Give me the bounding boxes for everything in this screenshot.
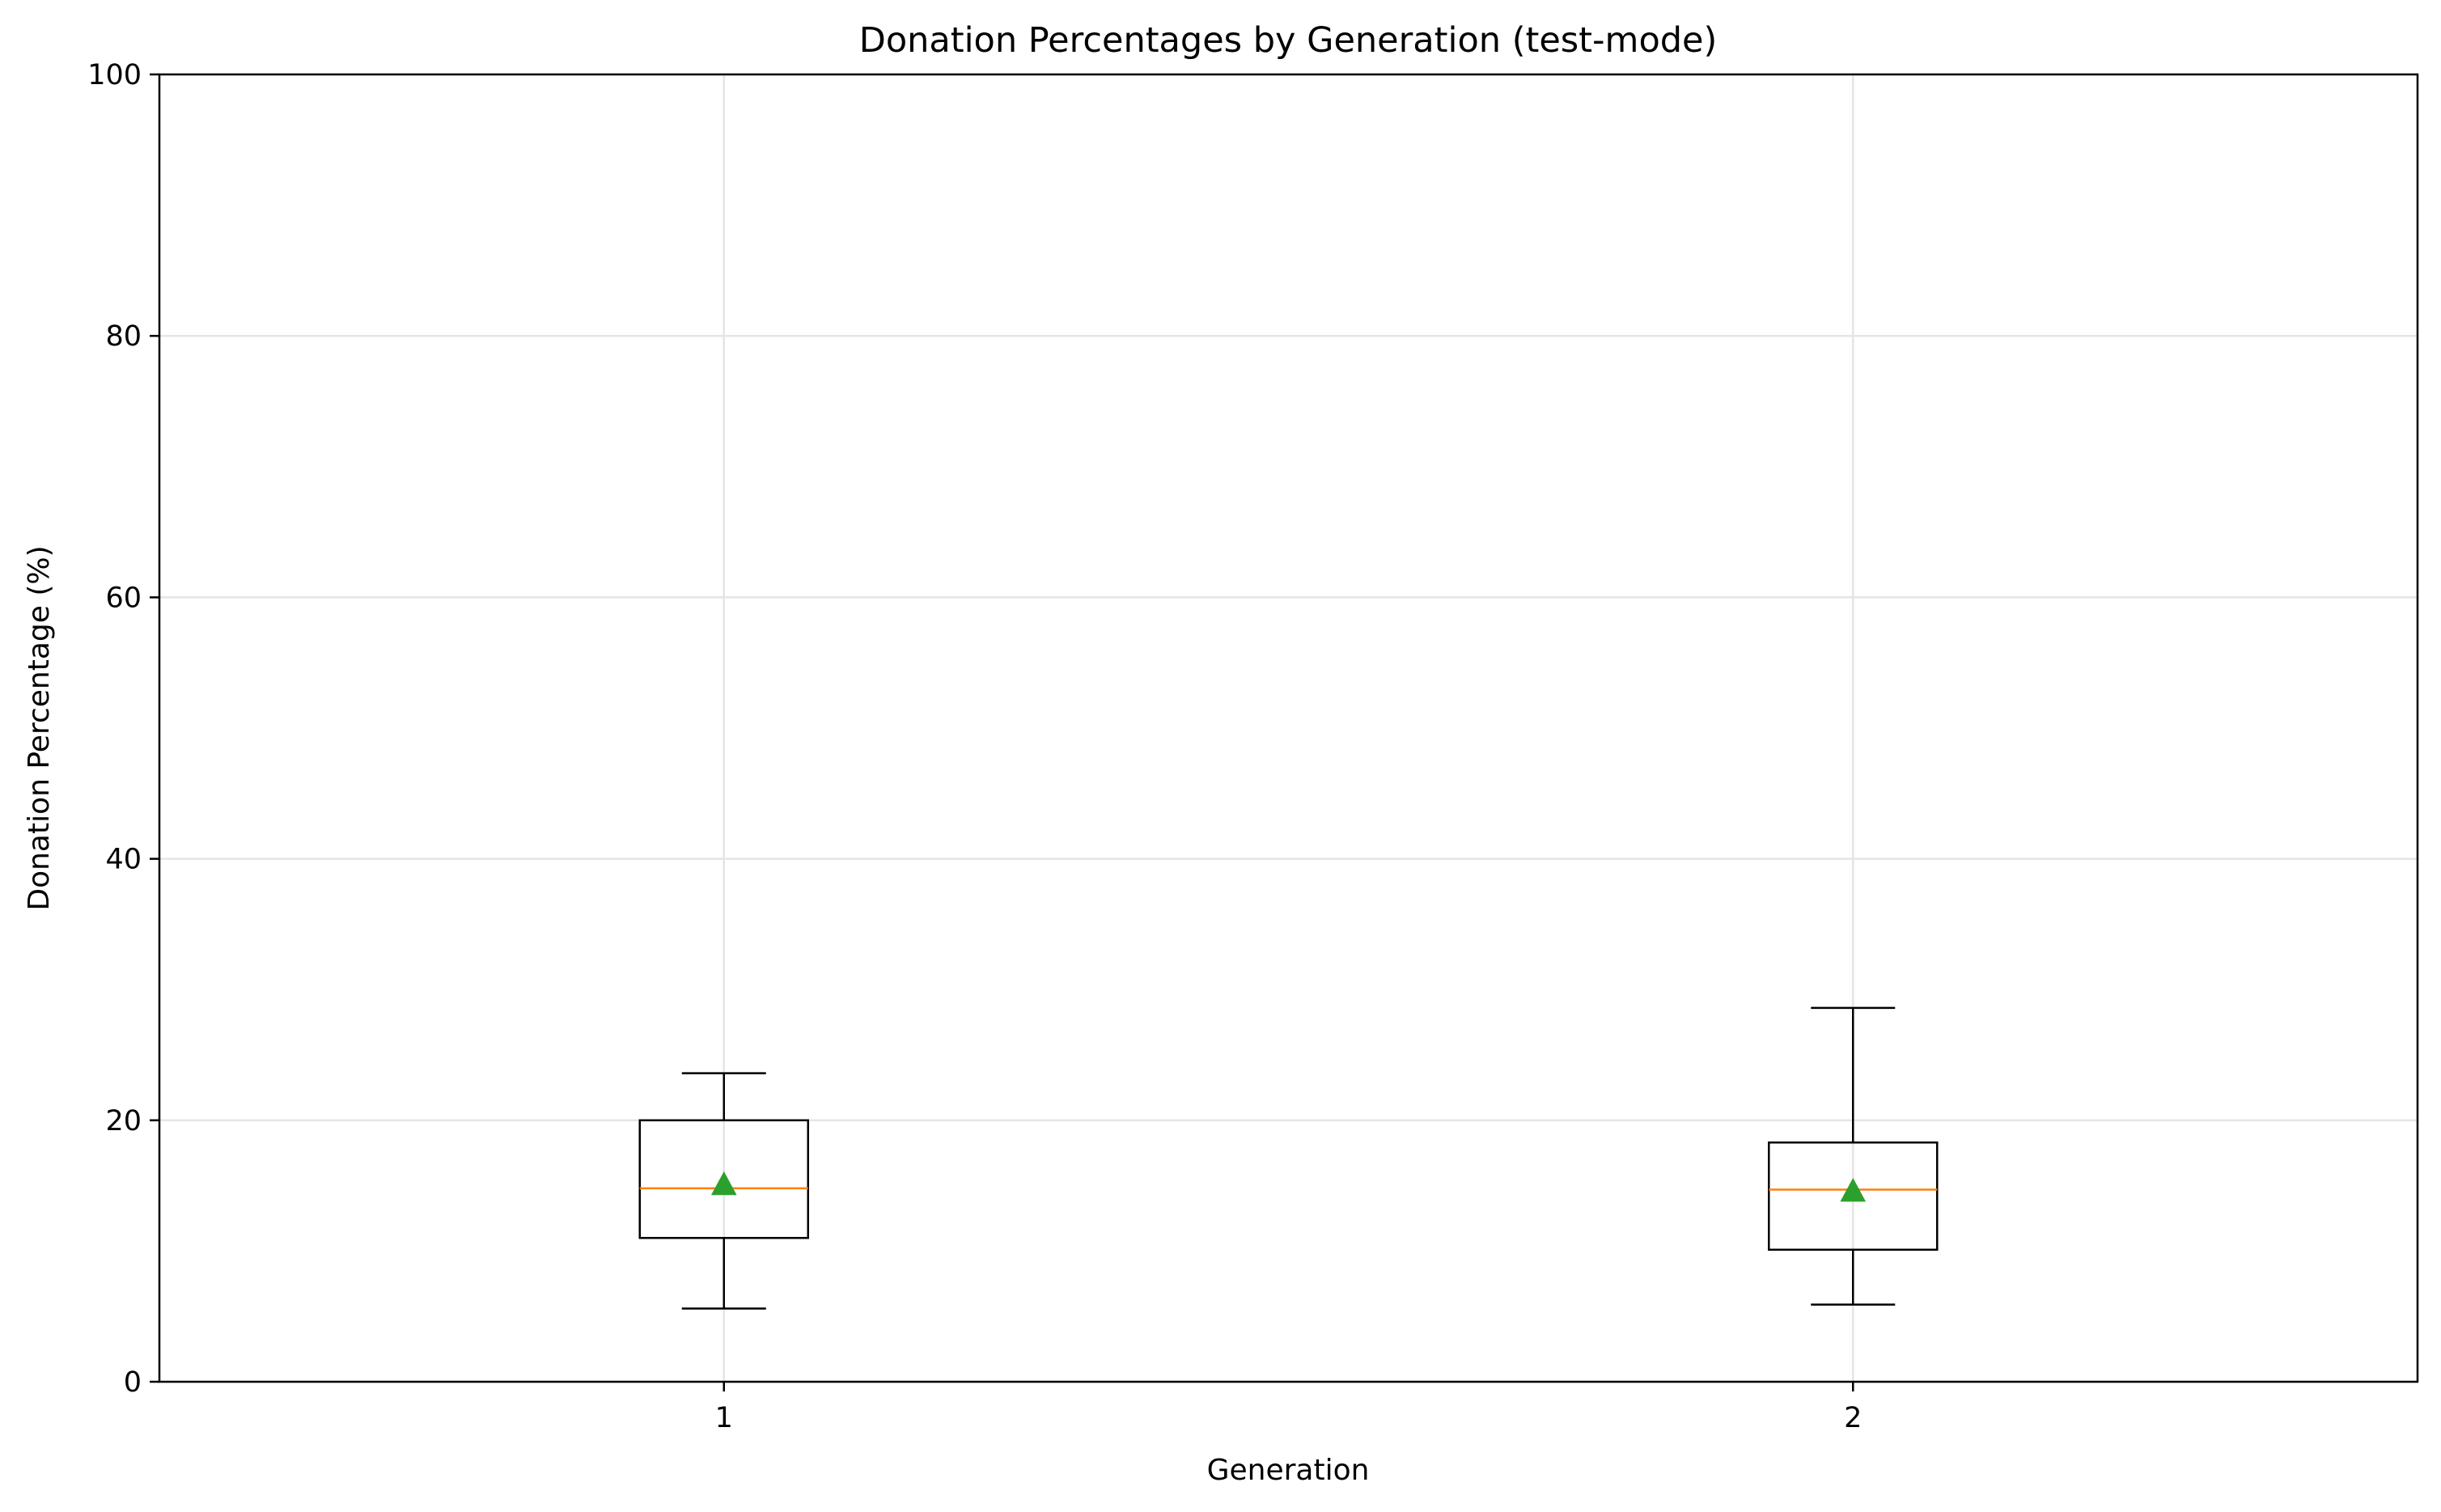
- y-tick-label: 40: [105, 844, 142, 876]
- mean-marker: [1840, 1178, 1867, 1202]
- x-tick-label: 2: [1844, 1402, 1862, 1434]
- y-axis-label: Donation Percentage (%): [23, 545, 56, 910]
- y-tick-label: 80: [105, 320, 142, 353]
- box-layer: [638, 1006, 1939, 1310]
- iqr-box: [1768, 1141, 1939, 1252]
- tick-layer: 0 20 40 60 80 100 1 2: [87, 59, 1862, 1434]
- chart-title: Donation Percentages by Generation (test…: [859, 20, 1718, 61]
- iqr-box: [638, 1119, 809, 1239]
- x-axis-label: Generation: [1207, 1454, 1370, 1487]
- y-tick-label: 60: [105, 582, 142, 614]
- grid-layer: [159, 73, 2418, 1383]
- plot-frame: [158, 73, 2419, 1383]
- box-group-2: [1768, 1006, 1939, 1306]
- x-tick-label: 1: [715, 1402, 733, 1434]
- box-group-1: [638, 1072, 809, 1310]
- y-tick-label: 0: [124, 1366, 142, 1399]
- y-tick-label: 100: [87, 59, 142, 91]
- mean-marker: [710, 1171, 737, 1196]
- y-tick-label: 20: [105, 1105, 142, 1137]
